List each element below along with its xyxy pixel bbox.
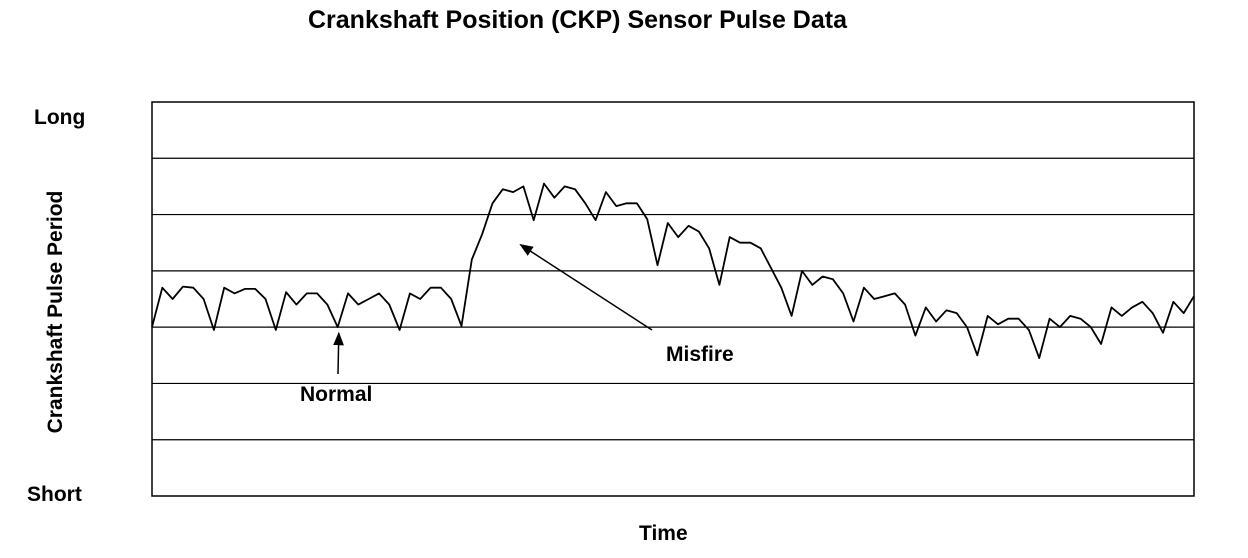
annotation-label-misfire: Misfire [666,343,734,366]
y-axis-bottom-label: Short [27,483,82,506]
y-axis-top-label: Long [34,106,86,129]
annotation-arrow-misfire [519,243,653,331]
chart-title: Crankshaft Position (CKP) Sensor Pulse D… [307,6,847,34]
series-line-0 [151,182,1195,360]
plot-frame [151,101,1195,497]
annotation-label-normal: Normal [300,383,372,406]
x-axis-label: Time [639,522,688,545]
annotation-arrow-normal [333,331,344,375]
